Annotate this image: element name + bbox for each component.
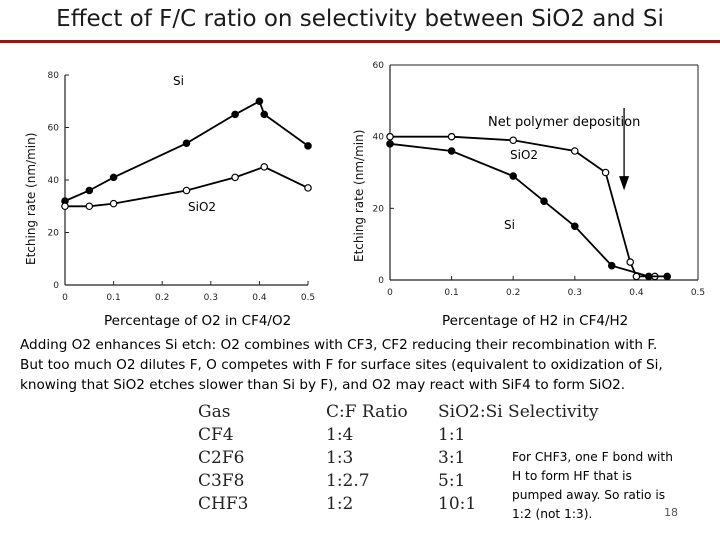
data-point-sio2 (601, 168, 610, 177)
x-tick-label: 0.3 (568, 288, 582, 298)
paragraph-line-3: knowing that SiO2 etches slower than Si … (20, 377, 626, 393)
series-line-si (389, 142, 668, 278)
explanation-paragraph: Adding O2 enhances Si etch: O2 combines … (20, 335, 710, 395)
x-tick-label: 0 (387, 288, 393, 298)
x-tick-label: 0.2 (155, 293, 169, 303)
left-label-sio2: SiO2 (188, 200, 217, 214)
chf3-note: For CHF3, one F bond with H to form HF t… (512, 450, 673, 521)
x-tick-label: 0.3 (204, 293, 218, 303)
right-label-si: Si (504, 218, 515, 232)
x-tick-label: 0.2 (506, 288, 520, 298)
data-point-si (260, 110, 269, 119)
y-tick-label: 0 (53, 281, 59, 291)
data-point-sio2 (509, 136, 518, 145)
data-point-si (571, 222, 579, 231)
data-point-si (85, 186, 94, 195)
data-point-sio2 (182, 186, 191, 195)
deposition-arrowhead (619, 176, 630, 191)
table-header-selectivity: SiO2:Si Selectivity (438, 402, 599, 422)
paragraph-line-2: But too much O2 dilutes F, O competes wi… (20, 357, 663, 373)
series-line-sio2 (65, 165, 309, 208)
data-point-sio2 (626, 258, 635, 266)
left-label-si: Si (173, 74, 184, 88)
left-chart-xcaption: Percentage of O2 in CF4/O2 (104, 313, 292, 329)
data-point-si (447, 147, 456, 155)
data-point-si (231, 110, 239, 119)
right-chart-xcaption: Percentage of H2 in CF4/H2 (442, 313, 629, 329)
data-point-si (182, 139, 191, 148)
slide-title: Effect of F/C ratio on selectivity betwe… (56, 6, 664, 32)
data-point-sio2 (61, 202, 69, 211)
table-header-ratio: C:F Ratio (326, 402, 408, 422)
y-tick-label: 60 (373, 61, 385, 71)
y-tick-label: 40 (48, 176, 60, 186)
data-point-si (607, 261, 616, 270)
data-point-si (540, 197, 548, 205)
series-line-si (64, 100, 309, 202)
title-divider (0, 40, 720, 43)
x-tick-label: 0.1 (444, 288, 458, 298)
data-point-sio2 (85, 202, 94, 211)
data-point-sio2 (304, 184, 312, 192)
y-tick-label: 0 (378, 276, 384, 286)
y-tick-label: 60 (48, 124, 60, 134)
data-point-si (663, 272, 672, 281)
right-label-sio2: SiO2 (510, 148, 539, 162)
data-point-si (386, 140, 394, 148)
y-tick-label: 20 (48, 229, 60, 239)
data-point-sio2 (571, 147, 579, 155)
y-tick-label: 20 (373, 204, 385, 214)
y-tick-label: 40 (373, 133, 385, 143)
left-chart: 0 0.1 0.2 0.3 0.4 0.5 0 20 40 60 80 (48, 71, 316, 303)
x-tick-label: 0.1 (106, 293, 120, 303)
data-point-si (304, 142, 312, 150)
data-point-sio2 (109, 199, 118, 208)
left-chart-ylabel: Etching rate (nm/min) (24, 132, 38, 265)
data-point-sio2 (231, 173, 239, 182)
page-number: 18 (664, 506, 678, 519)
x-tick-label: 0.4 (252, 293, 267, 303)
y-tick-label: 80 (48, 71, 60, 81)
data-point-si (509, 172, 518, 180)
x-tick-label: 0.5 (691, 288, 705, 298)
data-point-si (109, 173, 118, 182)
data-point-si (255, 97, 264, 106)
right-chart: 0 0.1 0.2 0.3 0.4 0.5 0 20 40 60 (373, 61, 706, 298)
data-point-si (644, 272, 653, 281)
table-header-gas: Gas (198, 402, 231, 422)
paragraph-line-1: Adding O2 enhances Si etch: O2 combines … (20, 337, 658, 353)
right-annotation: Net polymer deposition (488, 115, 641, 130)
data-point-sio2 (260, 163, 269, 171)
x-tick-label: 0.5 (301, 293, 315, 303)
data-point-sio2 (386, 132, 394, 141)
x-tick-label: 0.4 (629, 288, 644, 298)
x-tick-label: 0 (62, 293, 68, 303)
data-point-sio2 (447, 132, 456, 141)
